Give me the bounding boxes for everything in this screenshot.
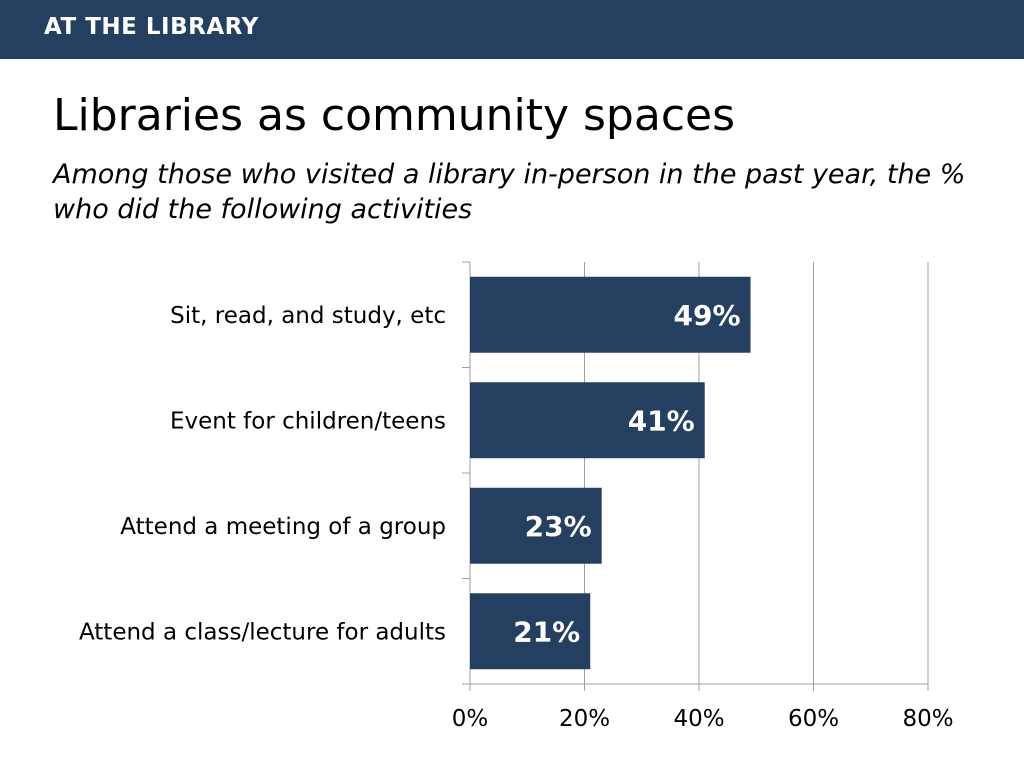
- x-tick-label: 80%: [902, 706, 953, 732]
- header-bar: AT THE LIBRARY: [0, 0, 1024, 59]
- category-label: Sit, read, and study, etc: [170, 303, 446, 329]
- category-label: Attend a meeting of a group: [120, 514, 446, 540]
- header-title: AT THE LIBRARY: [44, 14, 259, 40]
- bar: [470, 487, 602, 564]
- bar-value-label: 21%: [513, 615, 580, 648]
- x-tick-label: 0%: [452, 706, 489, 732]
- page-subtitle: Among those who visited a library in-per…: [53, 159, 966, 225]
- category-label: Attend a class/lecture for adults: [79, 619, 446, 645]
- bar-value-label: 49%: [673, 299, 740, 332]
- bar-value-label: 41%: [628, 404, 695, 437]
- x-tick-label: 60%: [788, 706, 839, 732]
- page-title: Libraries as community spaces: [53, 90, 735, 141]
- x-tick-label: 20%: [559, 706, 610, 732]
- bar: [470, 593, 591, 670]
- category-label: Event for children/teens: [170, 408, 446, 434]
- bar: [470, 382, 705, 459]
- bar-value-label: 23%: [525, 510, 592, 543]
- bar: [470, 276, 751, 353]
- x-tick-label: 40%: [673, 706, 724, 732]
